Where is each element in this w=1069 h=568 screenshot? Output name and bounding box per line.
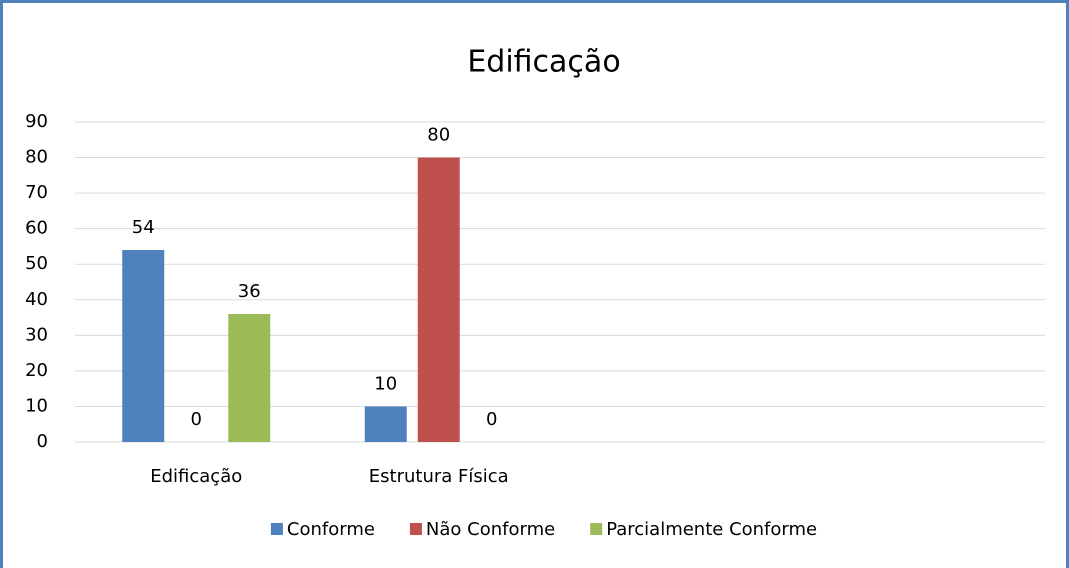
y-tick-label: 60 <box>25 218 48 239</box>
x-tick-label: Edificação <box>150 466 242 487</box>
y-tick-label: 50 <box>25 253 48 274</box>
legend-label: Conforme <box>287 519 375 540</box>
y-tick-label: 20 <box>25 360 48 381</box>
y-tick-label: 10 <box>25 395 48 416</box>
y-tick-label: 0 <box>37 431 48 452</box>
x-tick-label: Estrutura Física <box>369 466 509 487</box>
data-label: 0 <box>191 409 202 430</box>
y-tick-label: 70 <box>25 182 48 203</box>
y-tick-label: 40 <box>25 289 48 310</box>
bar <box>122 250 165 442</box>
data-label: 36 <box>238 281 261 302</box>
legend-label: Não Conforme <box>426 519 555 540</box>
data-label: 10 <box>374 373 397 394</box>
y-tick-label: 90 <box>25 111 48 132</box>
legend-swatch <box>409 523 422 535</box>
bar <box>364 406 407 442</box>
bar <box>417 157 460 443</box>
bar <box>228 314 271 442</box>
legend-swatch <box>270 523 283 535</box>
y-tick-label: 30 <box>25 324 48 345</box>
legend-swatch <box>590 523 603 535</box>
legend-label: Parcialmente Conforme <box>606 519 817 540</box>
data-label: 54 <box>132 217 155 238</box>
data-label: 0 <box>486 409 497 430</box>
chart-title: Edificação <box>467 45 620 80</box>
y-tick-label: 80 <box>25 147 48 168</box>
data-label: 80 <box>427 125 450 146</box>
